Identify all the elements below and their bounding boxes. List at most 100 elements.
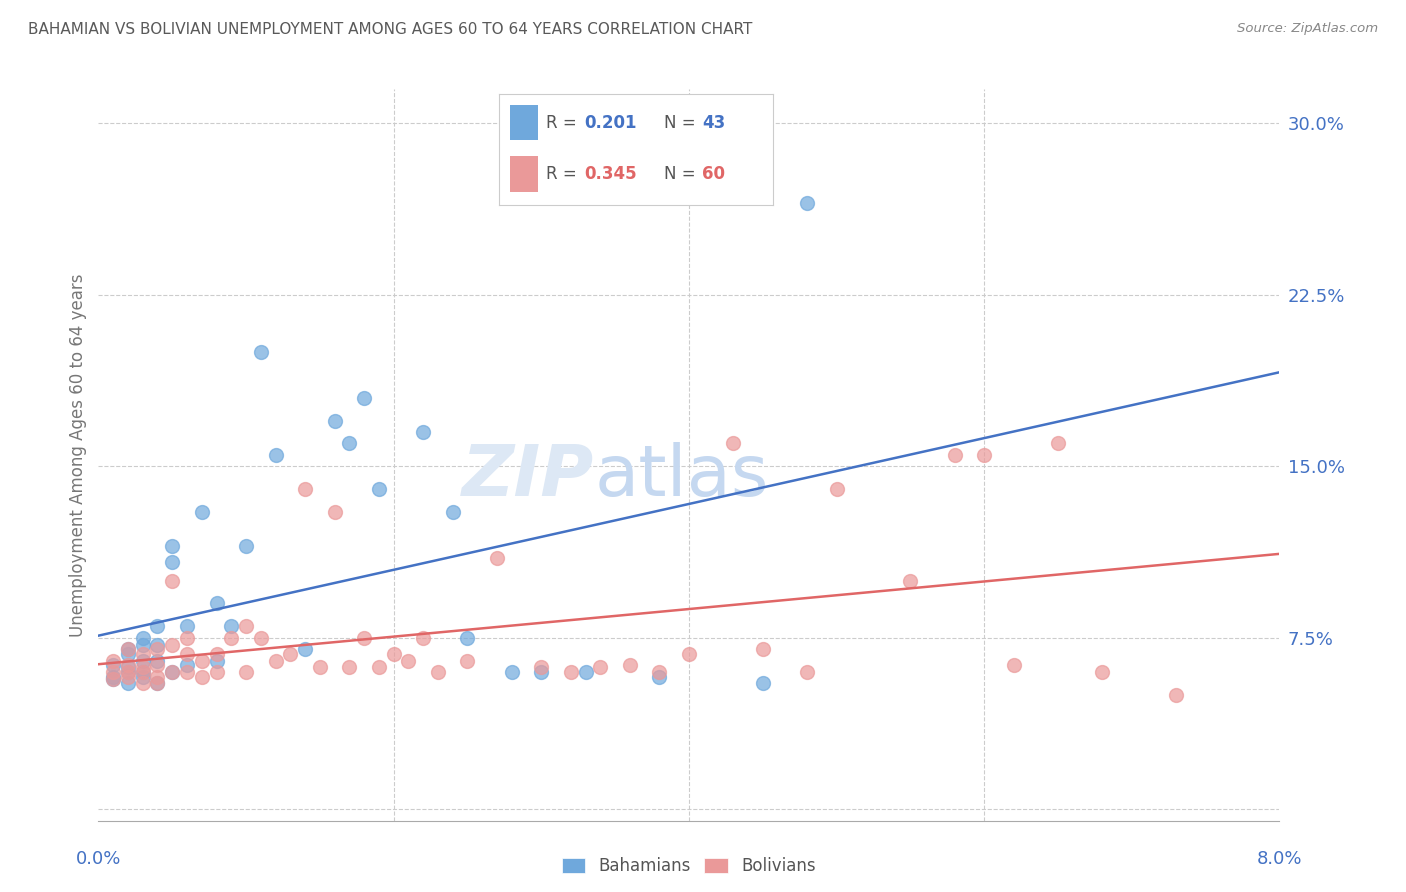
Point bbox=[898, 574, 921, 588]
Point bbox=[250, 631, 273, 645]
Point bbox=[337, 436, 360, 450]
Text: atlas: atlas bbox=[595, 442, 769, 511]
Point bbox=[132, 676, 155, 690]
Text: R =: R = bbox=[546, 165, 582, 183]
Point bbox=[117, 665, 139, 679]
Point bbox=[191, 505, 214, 519]
Point bbox=[146, 638, 169, 652]
Point bbox=[176, 619, 198, 633]
Point bbox=[264, 654, 287, 668]
Point bbox=[132, 647, 155, 661]
Point bbox=[412, 631, 434, 645]
Point bbox=[353, 391, 375, 405]
Point bbox=[619, 658, 641, 673]
Point bbox=[294, 642, 316, 657]
Text: 0.0%: 0.0% bbox=[76, 850, 121, 868]
Point bbox=[337, 660, 360, 674]
Point bbox=[117, 670, 139, 684]
Point bbox=[456, 654, 478, 668]
Legend: Bahamians, Bolivians: Bahamians, Bolivians bbox=[555, 850, 823, 882]
Text: 43: 43 bbox=[702, 113, 725, 132]
Point bbox=[264, 448, 287, 462]
Point bbox=[278, 647, 301, 661]
Point bbox=[235, 665, 257, 679]
Point bbox=[250, 345, 273, 359]
Point bbox=[456, 631, 478, 645]
Point bbox=[132, 654, 155, 668]
Point bbox=[485, 550, 508, 565]
Point bbox=[1046, 436, 1069, 450]
Point bbox=[162, 574, 183, 588]
Point bbox=[235, 619, 257, 633]
Point bbox=[943, 448, 966, 462]
Point bbox=[132, 631, 155, 645]
Point bbox=[353, 631, 375, 645]
Point bbox=[205, 647, 228, 661]
Point bbox=[825, 482, 848, 496]
Point bbox=[235, 539, 257, 553]
Point bbox=[117, 647, 139, 661]
Point bbox=[1002, 658, 1025, 673]
Point bbox=[132, 670, 155, 684]
Point bbox=[796, 196, 818, 211]
Point bbox=[751, 676, 773, 690]
Point bbox=[191, 670, 214, 684]
Point bbox=[176, 665, 198, 679]
Point bbox=[103, 670, 124, 684]
Point bbox=[219, 631, 242, 645]
Point bbox=[103, 672, 124, 686]
Point bbox=[117, 658, 139, 673]
Point bbox=[294, 482, 316, 496]
Point bbox=[146, 642, 169, 657]
Point bbox=[176, 647, 198, 661]
Point bbox=[721, 436, 744, 450]
Point bbox=[146, 676, 169, 690]
Point bbox=[574, 665, 596, 679]
Point bbox=[146, 654, 169, 668]
Point bbox=[176, 658, 198, 673]
Bar bbox=[510, 156, 537, 192]
Point bbox=[323, 505, 346, 519]
Point bbox=[205, 654, 228, 668]
Point bbox=[308, 660, 332, 674]
Text: 8.0%: 8.0% bbox=[1257, 850, 1302, 868]
Point bbox=[103, 654, 124, 668]
Point bbox=[382, 647, 405, 661]
Point bbox=[162, 665, 183, 679]
Text: 60: 60 bbox=[702, 165, 725, 183]
Point bbox=[1164, 688, 1187, 702]
Point bbox=[589, 660, 612, 674]
Point bbox=[678, 647, 700, 661]
Point bbox=[367, 482, 389, 496]
Point bbox=[146, 676, 169, 690]
Point bbox=[176, 631, 198, 645]
Point bbox=[162, 539, 183, 553]
Point bbox=[530, 665, 553, 679]
Point bbox=[117, 642, 139, 657]
Point bbox=[162, 555, 183, 569]
Point bbox=[1091, 665, 1114, 679]
Point bbox=[530, 660, 553, 674]
Text: 0.345: 0.345 bbox=[583, 165, 637, 183]
Point bbox=[162, 665, 183, 679]
Point bbox=[103, 665, 124, 679]
Point bbox=[441, 505, 464, 519]
Text: R =: R = bbox=[546, 113, 582, 132]
Point bbox=[132, 660, 155, 674]
Point bbox=[117, 676, 139, 690]
Point bbox=[501, 665, 523, 679]
Point bbox=[973, 448, 995, 462]
Text: BAHAMIAN VS BOLIVIAN UNEMPLOYMENT AMONG AGES 60 TO 64 YEARS CORRELATION CHART: BAHAMIAN VS BOLIVIAN UNEMPLOYMENT AMONG … bbox=[28, 22, 752, 37]
Text: 0.201: 0.201 bbox=[583, 113, 637, 132]
Point bbox=[103, 672, 124, 686]
Text: N =: N = bbox=[664, 113, 700, 132]
Point bbox=[648, 665, 671, 679]
Point bbox=[426, 665, 449, 679]
Text: N =: N = bbox=[664, 165, 700, 183]
Point bbox=[751, 642, 773, 657]
Point bbox=[219, 619, 242, 633]
Point bbox=[117, 660, 139, 674]
Point bbox=[412, 425, 434, 439]
Point bbox=[146, 658, 169, 673]
Point bbox=[146, 670, 169, 684]
